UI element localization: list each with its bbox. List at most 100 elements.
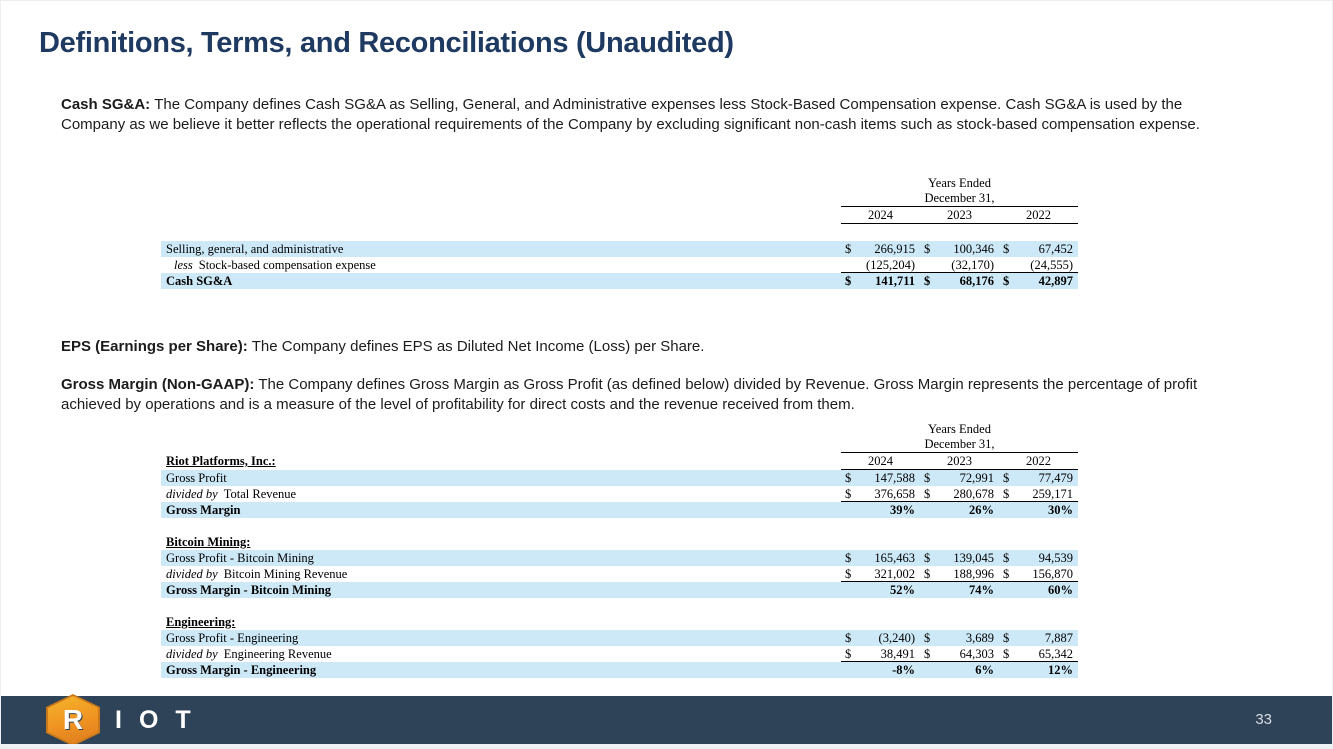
value-cell: 141,711 (875, 274, 915, 288)
gross-margin-table: Years Ended December 31, Riot Platforms, I… (161, 422, 1078, 678)
value-group: 12% (999, 662, 1078, 678)
table-header-years-ended: Years Ended (928, 176, 991, 190)
value-group: (32,170) (920, 257, 999, 273)
value-cell: 156,870 (1032, 567, 1073, 581)
year-label: 2022 (1026, 454, 1051, 468)
value-group: -8% (841, 662, 920, 678)
value-group: $67,452 (999, 241, 1078, 257)
dollar-sign: $ (845, 647, 852, 661)
row-label: divided by Total Revenue (166, 487, 297, 501)
dollar-sign (841, 582, 861, 598)
value-group: $280,678 (920, 486, 999, 502)
value-cell: 60% (1048, 583, 1073, 597)
table-row: less Stock-based compensation expense (125… (161, 257, 1078, 273)
value-cell: (32,170) (951, 258, 994, 272)
eps-definition-lead: EPS (Earnings per Share): (61, 338, 248, 355)
value-cell: 376,658 (874, 487, 915, 501)
dollar-sign: $ (924, 551, 931, 565)
value-group: $72,991 (920, 470, 999, 486)
value-cell: 65,342 (1038, 647, 1073, 661)
page-number: 33 (1255, 711, 1272, 728)
dollar-sign: $ (1003, 647, 1010, 661)
value-group: $100,346 (920, 241, 999, 257)
value-cell: 74% (969, 583, 994, 597)
dollar-sign: $ (1003, 274, 1010, 288)
row-label: Gross Profit - Bitcoin Mining (166, 551, 314, 565)
table-row: Gross Margin - Engineering -8% 6% 12% (161, 662, 1078, 678)
table-gap (161, 598, 1078, 614)
table-year-row: 2024 2023 2022 (161, 207, 1078, 224)
table-section-heading: Riot Platforms, Inc.: (166, 454, 276, 468)
table-section-heading: Bitcoin Mining: (166, 535, 251, 549)
table-header-december: December 31, (841, 191, 1078, 207)
value-group: $64,303 (920, 646, 999, 662)
table-section-heading (161, 207, 841, 224)
row-label: less Stock-based compensation expense (174, 258, 376, 272)
dollar-sign (920, 582, 940, 598)
table-row: Gross Margin - Bitcoin Mining 52% 74% 60% (161, 582, 1078, 598)
table-row: divided by Total Revenue $376,658 $280,678 $… (161, 486, 1078, 502)
dollar-sign: $ (845, 567, 852, 581)
value-cell: 165,463 (874, 551, 915, 565)
row-label: Gross Margin (166, 503, 241, 517)
value-cell: 266,915 (874, 242, 915, 256)
dollar-sign: $ (845, 487, 852, 501)
value-group: $188,996 (920, 566, 999, 582)
dollar-sign: $ (924, 631, 931, 645)
value-group: $38,491 (841, 646, 920, 662)
value-group: 30% (999, 502, 1078, 518)
dollar-sign: $ (1003, 471, 1010, 485)
value-group: $147,588 (841, 470, 920, 486)
value-group: 39% (841, 502, 920, 518)
dollar-sign: $ (924, 567, 931, 581)
dollar-sign: $ (924, 647, 931, 661)
row-label: divided by Bitcoin Mining Revenue (166, 567, 348, 581)
dollar-sign (999, 502, 1019, 518)
dollar-sign (999, 662, 1019, 678)
dollar-sign: $ (924, 487, 931, 501)
cash-sga-definition: Cash SG&A: The Company defines Cash SG&A … (61, 95, 1221, 135)
row-label: Gross Profit (166, 471, 227, 485)
table-gap (161, 224, 1078, 241)
footer-bar: R IOT 33 (1, 694, 1332, 746)
dollar-sign: $ (1003, 487, 1010, 501)
value-cell: 100,346 (953, 242, 994, 256)
value-group: $141,711 (841, 273, 920, 289)
dollar-sign: $ (924, 274, 931, 288)
row-label-prefix: divided by (166, 647, 218, 661)
value-group: 74% (920, 582, 999, 598)
value-group: $94,539 (999, 550, 1078, 566)
table-row: Gross Profit - Engineering $ (3,240) $3,689… (161, 630, 1078, 646)
value-cell: (3,240) (878, 631, 915, 645)
gross-margin-definition-body: The Company defines Gross Margin as Gros… (61, 376, 1198, 413)
value-cell: 94,539 (1038, 551, 1073, 565)
dollar-sign: $ (1003, 631, 1010, 645)
value-group: $156,870 (999, 566, 1078, 582)
riot-logo-letters: IOT (115, 706, 208, 734)
dollar-sign (999, 257, 1019, 272)
dollar-sign (920, 502, 940, 518)
value-cell: 67,452 (1038, 242, 1073, 256)
gross-margin-definition-lead: Gross Margin (Non-GAAP): (61, 376, 255, 393)
cash-sga-definition-lead: Cash SG&A: (61, 96, 151, 113)
value-cell: 188,996 (953, 567, 994, 581)
eps-definition: EPS (Earnings per Share): The Company def… (61, 337, 1221, 357)
year-label: 2023 (947, 208, 972, 222)
table-row: Selling, general, and administrative $266… (161, 241, 1078, 257)
value-group: 26% (920, 502, 999, 518)
dollar-sign (920, 257, 940, 272)
row-label-prefix: divided by (166, 487, 218, 501)
value-cell: 259,171 (1032, 487, 1073, 501)
value-group: $ (3,240) (841, 630, 920, 646)
value-cell: 42,897 (1038, 274, 1073, 288)
row-label: Cash SG&A (166, 274, 233, 288)
value-cell: 39% (890, 503, 915, 517)
table-row: divided by Engineering Revenue $38,491 $64,… (161, 646, 1078, 662)
dollar-sign: $ (924, 242, 931, 256)
value-cell: 3,689 (965, 631, 994, 645)
riot-logo-hexagon-inner: R (48, 696, 98, 744)
table-row: Gross Profit - Bitcoin Mining $165,463 $13… (161, 550, 1078, 566)
cash-sga-definition-body: The Company defines Cash SG&A as Selling… (61, 96, 1200, 133)
dollar-sign: $ (1003, 567, 1010, 581)
value-cell: 280,678 (953, 487, 994, 501)
